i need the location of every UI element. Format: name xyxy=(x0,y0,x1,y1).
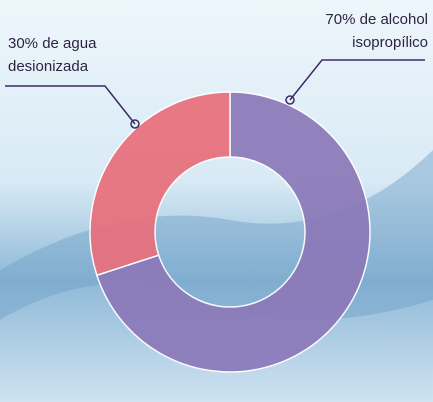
infographic: 70% de alcohol isopropílico 30% de agua … xyxy=(0,0,433,402)
slice-label: 30% de agua desionizada xyxy=(8,32,120,78)
slice-label: 70% de alcohol isopropílico xyxy=(300,8,428,54)
